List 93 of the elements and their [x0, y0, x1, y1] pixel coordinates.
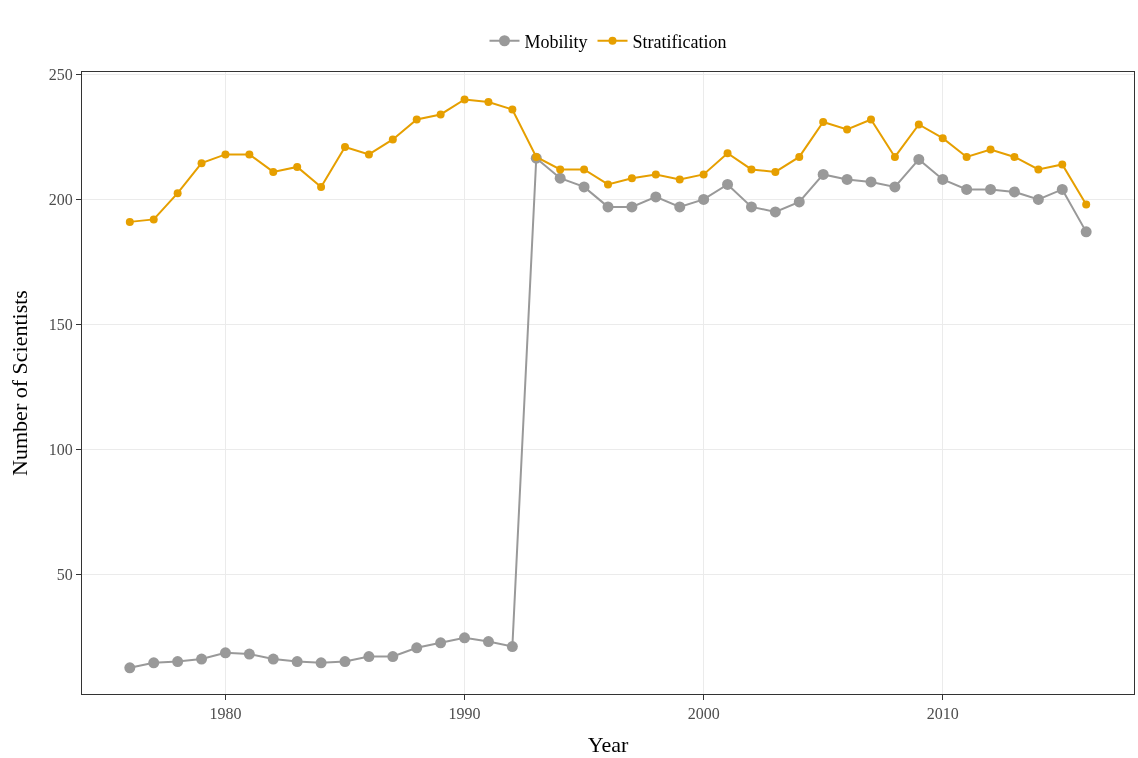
x-axis-title: Year [587, 732, 629, 758]
point [388, 135, 397, 144]
point [197, 159, 206, 168]
point [890, 152, 899, 161]
point [938, 134, 947, 143]
point [769, 206, 781, 218]
point [937, 173, 949, 185]
point [914, 120, 923, 129]
point [556, 165, 565, 174]
x-tick-label: 2000 [687, 705, 720, 723]
point [387, 651, 399, 663]
point [172, 656, 184, 668]
point [793, 196, 805, 208]
point [363, 651, 375, 663]
point [364, 150, 373, 159]
point [723, 149, 732, 158]
point [843, 125, 852, 134]
point [1056, 183, 1068, 195]
point [650, 191, 662, 203]
point [1010, 152, 1019, 161]
point [291, 656, 303, 668]
point [460, 95, 469, 104]
point [913, 153, 925, 165]
point [411, 642, 423, 654]
legend-label: Stratification [632, 31, 727, 52]
point [173, 189, 182, 198]
point [1008, 186, 1020, 198]
point [221, 150, 230, 159]
y-tick-label: 150 [48, 315, 73, 333]
point [961, 183, 973, 195]
point [149, 215, 158, 224]
point [722, 178, 734, 190]
point [412, 115, 421, 124]
point [771, 167, 780, 176]
point [269, 167, 278, 176]
point [508, 105, 517, 114]
point [243, 648, 255, 660]
point [985, 183, 997, 195]
point [889, 181, 901, 193]
point [435, 637, 447, 649]
point [745, 201, 757, 213]
point [267, 653, 279, 665]
point [506, 641, 518, 653]
point [986, 145, 995, 154]
point [604, 180, 612, 189]
point [651, 170, 660, 179]
point [317, 182, 326, 191]
point [219, 647, 231, 659]
x-tick-label: 1980 [209, 705, 242, 723]
point [867, 115, 875, 124]
point [315, 657, 327, 669]
point [1058, 160, 1067, 169]
x-tick-label: 2010 [926, 705, 959, 723]
point [124, 662, 136, 674]
point [962, 152, 971, 161]
point [1080, 226, 1092, 238]
point [819, 117, 828, 126]
point [293, 162, 302, 171]
point [1032, 193, 1044, 205]
point [602, 201, 614, 213]
point [339, 656, 351, 668]
point [817, 168, 829, 180]
y-tick-label: 200 [48, 191, 73, 208]
point [699, 170, 708, 179]
point [626, 201, 638, 213]
point [554, 172, 566, 184]
point [1034, 165, 1043, 174]
point [245, 150, 254, 159]
legend-label: Mobility [524, 31, 588, 52]
point [1082, 200, 1091, 209]
point [795, 152, 804, 161]
point [865, 176, 877, 188]
point [148, 657, 160, 669]
point [580, 165, 589, 174]
point [675, 175, 684, 184]
point [674, 201, 686, 213]
point [459, 632, 471, 644]
y-tick-label: 250 [48, 66, 73, 84]
point [196, 653, 208, 665]
point [627, 174, 636, 183]
point [125, 217, 134, 226]
x-tick-label: 1990 [448, 705, 481, 723]
point [747, 165, 756, 174]
point [578, 181, 590, 193]
point [841, 173, 853, 185]
point [482, 636, 494, 648]
point [341, 142, 349, 151]
point [484, 97, 493, 106]
y-tick-label: 50 [56, 565, 73, 583]
point [436, 110, 445, 119]
point [698, 193, 710, 205]
y-tick-label: 100 [48, 440, 73, 458]
y-axis-title: Number of Scientists [6, 290, 32, 476]
